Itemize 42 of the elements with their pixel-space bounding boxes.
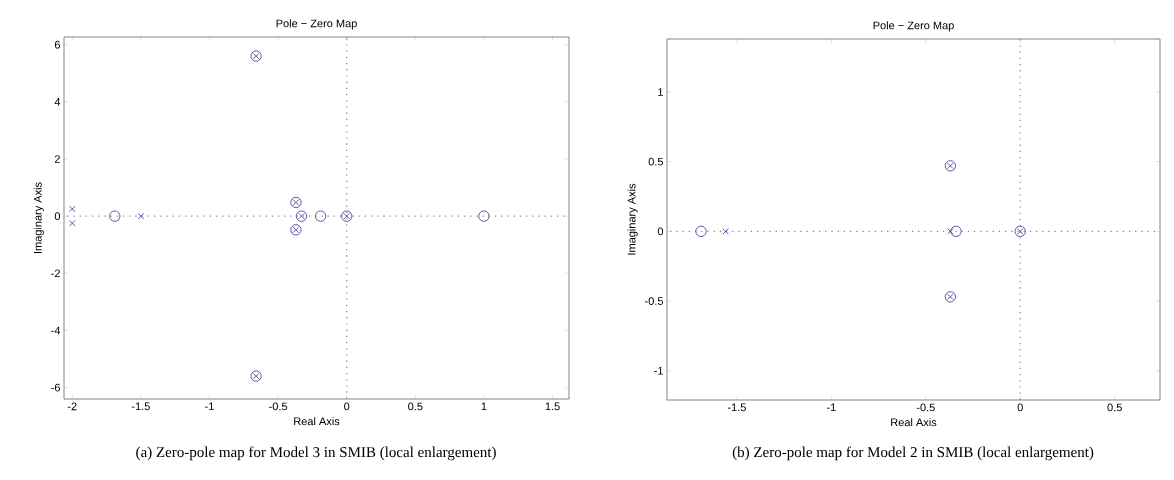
x-tick-label: -1 — [205, 402, 214, 411]
chart-title: Pole − Zero Map — [873, 21, 954, 32]
y-tick-label: 1 — [658, 88, 663, 96]
x-tick-label: 0.5 — [408, 402, 423, 411]
point — [109, 210, 121, 222]
x-axis-title: Real Axis — [294, 417, 340, 426]
point — [478, 210, 490, 222]
point — [69, 205, 76, 213]
y-tick-label: 0 — [54, 212, 61, 221]
y-tick-label: 6 — [54, 40, 60, 49]
y-tick-label: 2 — [54, 155, 60, 163]
y-tick-label: -4 — [51, 326, 61, 335]
x-tick-label: -1 — [826, 403, 836, 412]
y-tick-label: 0.5 — [648, 157, 664, 166]
x-tick-label: -1.5 — [727, 403, 746, 412]
point — [137, 212, 145, 220]
y-tick-label: -2 — [51, 269, 60, 278]
text: (a) Zero-pole map for Model 3 in SMIB (local enlargement) — [136, 446, 496, 461]
y-tick-label: -6 — [51, 383, 60, 392]
x-tick-label: -0.5 — [269, 402, 288, 411]
x-tick-label: 1.5 — [545, 402, 560, 411]
y-axis-title: Imaginary Axis — [627, 183, 638, 255]
y-tick-label: -1 — [654, 366, 663, 375]
y-tick-label: 4 — [54, 98, 61, 106]
y-tick-label: 0 — [657, 227, 664, 236]
y-tick-label: -0.5 — [645, 297, 664, 305]
chart-title: Pole − Zero Map — [276, 19, 357, 30]
x-axis-title: Real Axis — [891, 418, 937, 427]
text: (b) Zero-pole map for Model 2 in SMIB (local enlargement) — [732, 446, 1094, 461]
point — [695, 225, 707, 237]
point — [69, 220, 76, 227]
x-tick-label: -2 — [67, 402, 77, 411]
x-tick-label: 1 — [481, 402, 487, 411]
point — [722, 228, 729, 235]
x-tick-label: 0.5 — [1107, 403, 1122, 412]
point — [950, 225, 962, 237]
x-tick-label: -1.5 — [131, 402, 150, 411]
x-tick-label: -0.5 — [916, 403, 935, 412]
x-tick-label: 0 — [344, 402, 350, 411]
point — [315, 210, 327, 222]
y-axis-title: Imaginary Axis — [33, 182, 44, 254]
x-tick-label: 0 — [1017, 403, 1023, 412]
